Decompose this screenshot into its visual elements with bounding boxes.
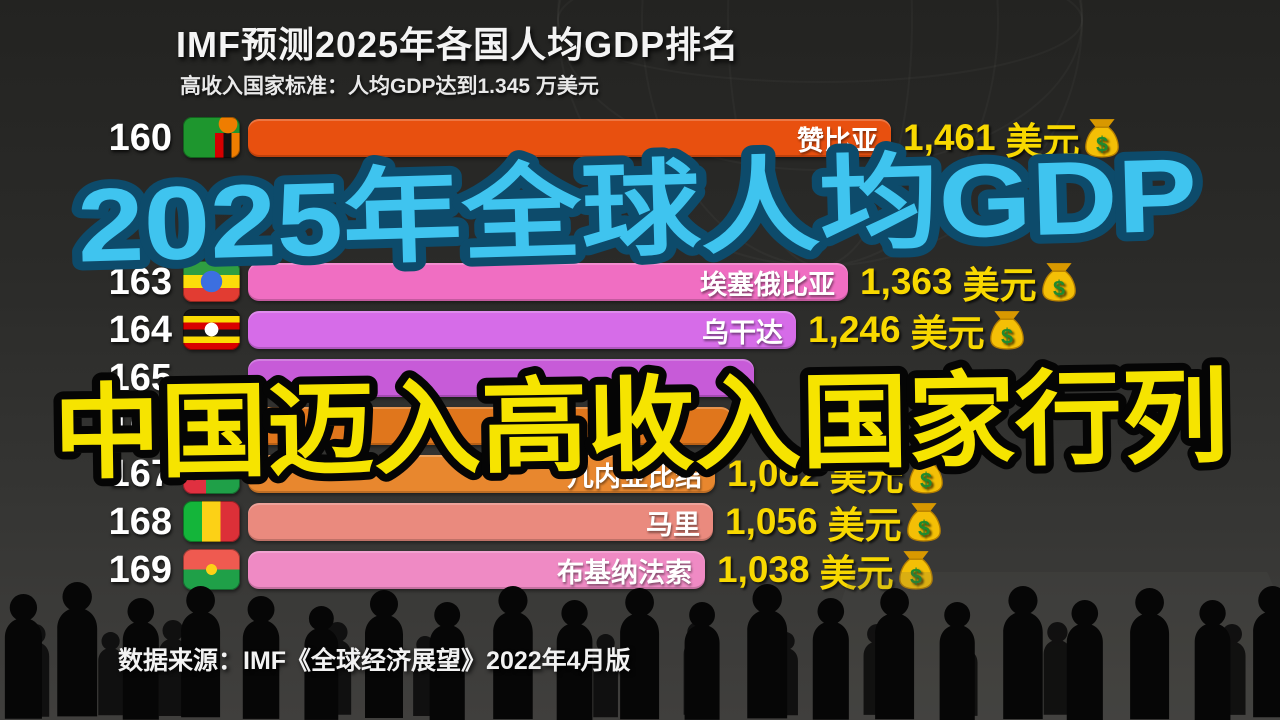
value-number: 1,038 xyxy=(717,549,810,590)
svg-text:$: $ xyxy=(918,516,930,541)
country-label: 乌干达 xyxy=(702,317,783,348)
country-label: 马里 xyxy=(646,509,700,540)
rank-label: 169 xyxy=(108,549,172,591)
value-label: 1,062 美元 $ xyxy=(727,452,944,498)
rank-label: 165 xyxy=(108,357,172,399)
svg-text:$: $ xyxy=(1053,276,1065,301)
rank-label: 167 xyxy=(108,453,172,495)
data-source-caption: 数据来源：IMF《全球经济展望》2022年4月版 xyxy=(118,647,631,675)
value-number: 1,246 xyxy=(808,309,901,350)
gdp-bar: 几内亚比绍 xyxy=(248,455,715,493)
value-label: 1,056 美元 $ xyxy=(725,500,942,546)
value-number: 1,062 xyxy=(727,453,820,494)
rank-label: 163 xyxy=(108,261,172,303)
money-bag-icon: $ xyxy=(906,503,941,542)
gdp-bar: 布基纳法索 xyxy=(248,551,705,589)
chart-row: 166 $ xyxy=(0,406,1280,446)
country-flag-icon xyxy=(183,117,240,158)
gdp-bar: 埃塞俄比亚 xyxy=(248,263,848,301)
value-label: 1,461 美元 $ xyxy=(903,116,1120,162)
money-bag-icon: $ xyxy=(989,311,1024,350)
money-bag-icon: $ xyxy=(1084,119,1119,158)
country-flag-icon xyxy=(183,309,240,350)
value-number: 1,056 xyxy=(725,501,818,542)
gdp-bar: 赞比亚 xyxy=(248,119,891,157)
value-label: 1,038 美元 $ xyxy=(717,548,934,594)
money-bag-icon: $ xyxy=(1041,263,1076,302)
country-label: 布基纳法索 xyxy=(557,557,692,588)
money-bag-icon: $ xyxy=(908,455,943,494)
country-flag-icon xyxy=(183,549,240,590)
page-title: IMF预测2025年各国人均GDP排名 xyxy=(176,24,740,65)
value-unit: 美元 xyxy=(827,505,902,546)
svg-text:$: $ xyxy=(920,468,932,493)
value-unit: 美元 xyxy=(910,313,985,354)
chart-row: 160 赞比亚 1,461 美元 $ xyxy=(0,116,1280,162)
chart-row: 165 $ xyxy=(0,358,1280,398)
value-number: 1,461 xyxy=(903,117,996,158)
chart-row: 167 几内亚比绍 1,062 美元 $ xyxy=(0,452,1280,498)
money-bag-icon: $ xyxy=(898,551,933,590)
gdp-bar: 乌干达 xyxy=(248,311,796,349)
value-unit: 美元 xyxy=(1005,121,1080,162)
country-label: 几内亚比绍 xyxy=(567,461,702,492)
value-label: 1,246 美元 $ xyxy=(808,308,1025,354)
value-unit: 美元 xyxy=(962,265,1037,306)
value-unit: 美元 xyxy=(819,553,894,594)
chart-row: 169 布基纳法索 1,038 美元 $ xyxy=(0,548,1280,594)
rank-label: 160 xyxy=(108,117,172,159)
svg-text:$: $ xyxy=(1096,132,1108,157)
chart-row: 164 乌干达 1,246 美元 $ xyxy=(0,308,1280,354)
value-unit: 美元 xyxy=(829,457,904,498)
country-flag-icon xyxy=(183,453,240,494)
gdp-bar: 马里 xyxy=(248,503,713,541)
svg-text:$: $ xyxy=(1001,324,1013,349)
country-label: 埃塞俄比亚 xyxy=(700,269,835,300)
country-flag-icon xyxy=(183,501,240,542)
rank-label: 164 xyxy=(108,309,172,351)
country-label: 赞比亚 xyxy=(797,125,878,156)
gdp-bar xyxy=(248,407,732,445)
rank-label: 166 xyxy=(108,405,172,447)
value-number: 1,363 xyxy=(860,261,953,302)
rank-label: 168 xyxy=(108,501,172,543)
country-flag-icon xyxy=(183,261,240,302)
chart-row: 163 埃塞俄比亚 1,363 美元 $ xyxy=(0,260,1280,306)
gdp-bar xyxy=(248,359,754,397)
chart-row: 168 马里 1,056 美元 $ xyxy=(0,500,1280,546)
value-label: 1,363 美元 $ xyxy=(860,260,1077,306)
page-subtitle: 高收入国家标准：人均GDP达到1.345 万美元 xyxy=(180,75,599,98)
svg-text:$: $ xyxy=(910,564,922,589)
